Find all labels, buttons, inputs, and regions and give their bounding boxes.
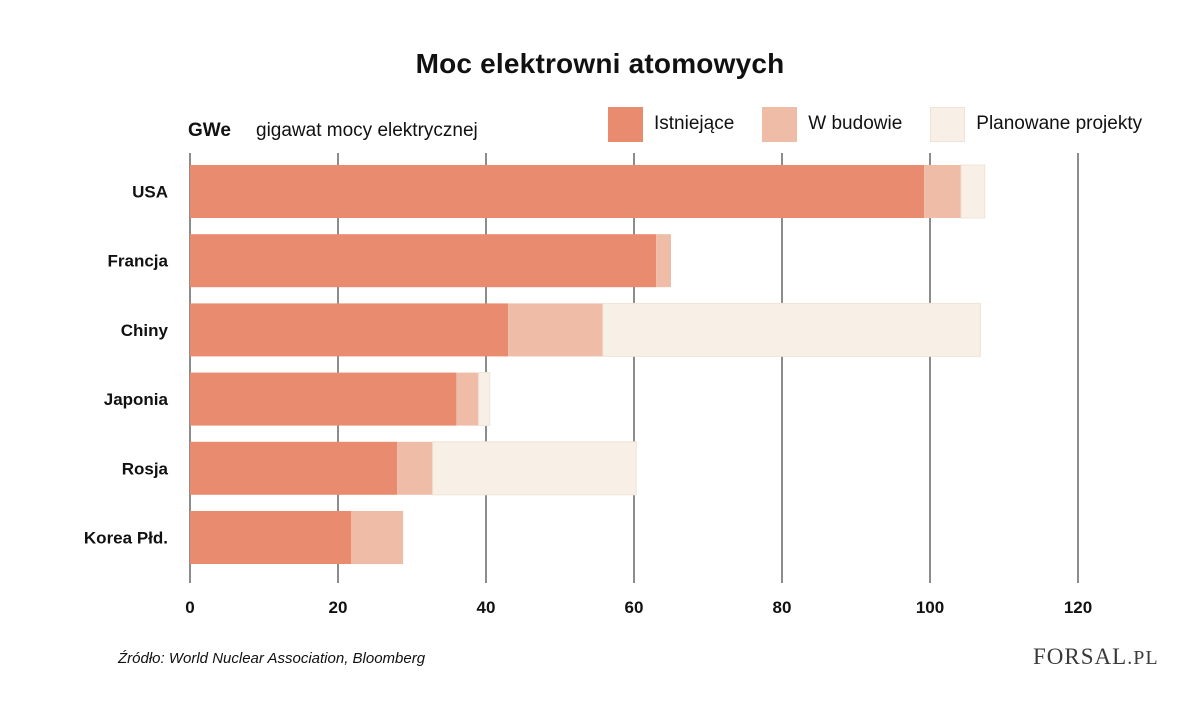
bars bbox=[190, 164, 986, 564]
bar-usa-series-0 bbox=[190, 165, 925, 218]
bar-francja-series-0 bbox=[190, 234, 657, 288]
bar-rosja-series-1 bbox=[397, 441, 433, 495]
legend-swatch-planned bbox=[930, 106, 966, 142]
category-label: Rosja bbox=[122, 459, 169, 478]
x-tick-label-120: 120 bbox=[1064, 598, 1092, 617]
legend-label-planned: Planowane projekty bbox=[976, 113, 1143, 134]
forsal-logo: FORSAL.PL bbox=[1033, 644, 1159, 670]
bar-chiny-series-0 bbox=[190, 303, 509, 357]
bar-chiny-series-1 bbox=[508, 303, 603, 357]
bar-rosja-series-0 bbox=[190, 441, 398, 495]
category-labels: USA Francja Chiny Japonia Rosja Korea Płd. bbox=[84, 183, 169, 548]
bar-usa-series-1 bbox=[924, 165, 962, 218]
bar-chiny-series-2 bbox=[602, 302, 981, 357]
bar-korea-płd--series-1 bbox=[351, 511, 404, 564]
bar-rosja-series-2 bbox=[432, 441, 637, 496]
legend-swatch-existing bbox=[608, 106, 643, 142]
x-tick-label-20: 20 bbox=[329, 598, 348, 617]
bar-japonia-series-0 bbox=[190, 372, 457, 426]
logo-suffix: .PL bbox=[1127, 647, 1159, 669]
x-tick-label-40: 40 bbox=[477, 598, 496, 617]
unit-description: gigawat mocy elektrycznej bbox=[256, 120, 478, 141]
x-tick-label-100: 100 bbox=[916, 598, 944, 617]
bar-usa-series-2 bbox=[960, 164, 986, 219]
legend-item-under-construction: W budowie bbox=[762, 106, 903, 142]
x-tick-label-80: 80 bbox=[773, 598, 792, 617]
unit-abbreviation: GWe bbox=[188, 120, 231, 141]
legend-item-existing: Istniejące bbox=[608, 106, 735, 142]
source-note: Źródło: World Nuclear Association, Bloom… bbox=[118, 650, 426, 667]
gridlines bbox=[189, 153, 1079, 583]
chart-title: Moc elektrowni atomowych bbox=[415, 48, 785, 79]
category-label: USA bbox=[132, 183, 168, 202]
bar-japonia-series-2 bbox=[478, 372, 491, 427]
bar-japonia-series-1 bbox=[456, 372, 479, 426]
legend-swatch-under-construction bbox=[762, 106, 798, 142]
category-label: Chiny bbox=[121, 321, 169, 340]
logo-main: FORSAL bbox=[1033, 644, 1128, 669]
legend-item-planned: Planowane projekty bbox=[930, 106, 1143, 142]
category-label: Francja bbox=[108, 252, 169, 271]
category-label: Japonia bbox=[104, 390, 169, 409]
x-tick-label-0: 0 bbox=[185, 598, 194, 617]
legend-label-existing: Istniejące bbox=[654, 113, 735, 134]
bar-korea-płd--series-0 bbox=[190, 511, 352, 564]
bar-francja-series-1 bbox=[656, 234, 671, 288]
legend: Istniejące W budowie Planowane projekty bbox=[608, 106, 1142, 142]
category-label: Korea Płd. bbox=[84, 529, 168, 548]
x-tick-label-60: 60 bbox=[625, 598, 644, 617]
x-axis-ticks: 0 20 40 60 80 100 120 bbox=[185, 598, 1092, 617]
legend-label-under-construction: W budowie bbox=[808, 113, 903, 134]
